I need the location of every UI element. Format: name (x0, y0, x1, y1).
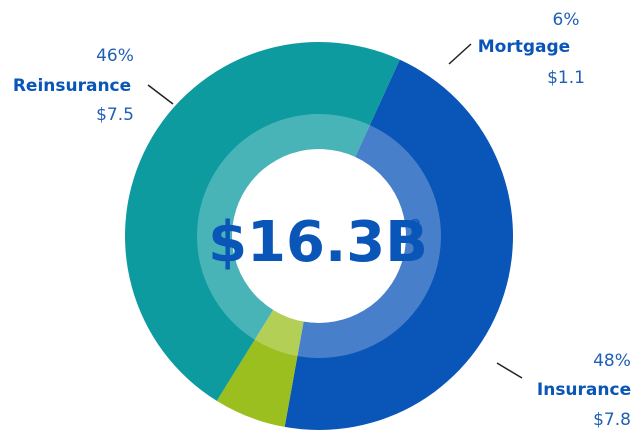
slice (284, 59, 514, 431)
total-note: 2 (411, 216, 421, 235)
slice-percent: 48% (593, 351, 631, 371)
leader-line (147, 84, 174, 105)
slice-percent: 46% (96, 46, 134, 66)
leader-line (448, 43, 472, 65)
slice-amount: $7.8 (593, 410, 631, 430)
slice-amount: $1.1 (547, 68, 585, 88)
slice (125, 42, 400, 401)
slice-name: Mortgage (478, 37, 570, 57)
leader-line (496, 362, 523, 379)
slice-amount: $7.5 (96, 105, 134, 125)
slice-name: Insurance (537, 380, 631, 400)
slice (216, 309, 304, 427)
slice-name: Reinsurance (13, 76, 131, 96)
slice-percent: 6% (553, 10, 580, 30)
total-label: $16.3B (208, 210, 428, 275)
